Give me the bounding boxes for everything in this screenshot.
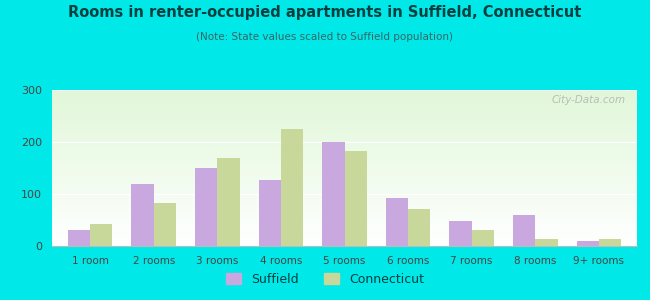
Bar [472, 230, 494, 246]
Bar [386, 198, 408, 246]
Bar [131, 184, 154, 246]
Bar [90, 224, 112, 246]
Bar [513, 215, 535, 246]
Bar [322, 142, 344, 246]
Bar [281, 129, 303, 246]
Text: (Note: State values scaled to Suffield population): (Note: State values scaled to Suffield p… [196, 32, 454, 41]
Bar [599, 239, 621, 246]
Text: Rooms in renter-occupied apartments in Suffield, Connecticut: Rooms in renter-occupied apartments in S… [68, 4, 582, 20]
Bar [344, 152, 367, 246]
Bar [68, 230, 90, 246]
Bar [535, 239, 558, 246]
Bar [449, 221, 472, 246]
Bar [259, 180, 281, 246]
Bar [154, 203, 176, 246]
Bar [408, 208, 430, 246]
Legend: Suffield, Connecticut: Suffield, Connecticut [221, 268, 429, 291]
Bar [217, 158, 240, 246]
Bar [195, 168, 217, 246]
Text: City-Data.com: City-Data.com [551, 95, 625, 105]
Bar [577, 241, 599, 246]
